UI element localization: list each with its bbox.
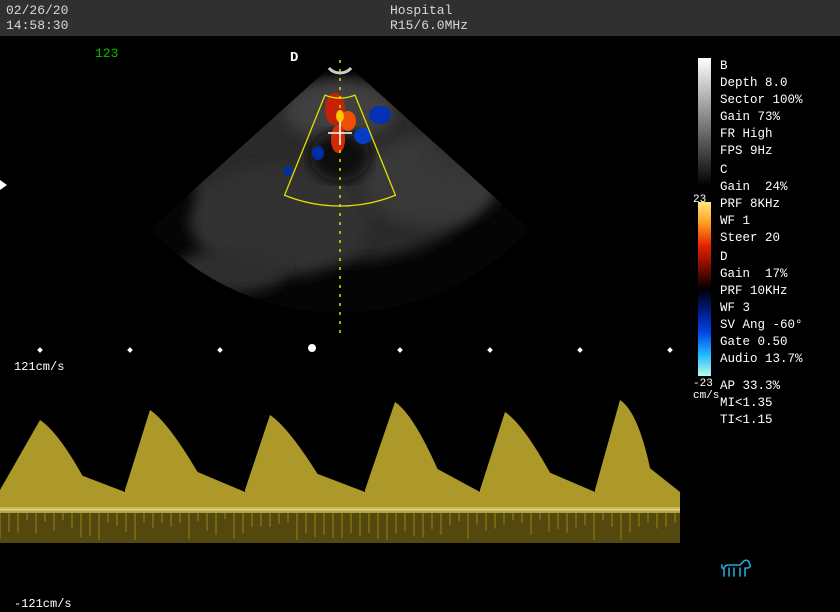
doppler-time-ticks: [0, 342, 680, 352]
param-gain-d: Gain 17%: [720, 266, 803, 283]
param-b-header: B: [720, 58, 803, 75]
probe-label: R15/6.0MHz: [390, 18, 468, 33]
param-prf-c: PRF 8KHz: [720, 196, 803, 213]
imaging-area: 123 D 121cm/s -121cm/s 23 -23cm/s B Dept…: [0, 36, 840, 610]
header-datetime: 02/26/20 14:58:30: [6, 3, 68, 33]
param-d-header: D: [720, 249, 803, 266]
parameter-column: 23 -23cm/s B Depth 8.0 Sector 100% Gain …: [690, 36, 840, 610]
param-sector: Sector 100%: [720, 92, 803, 109]
param-c-header: C: [720, 162, 803, 179]
color-scale-max: 23: [693, 194, 706, 206]
bmode-sector-image: [80, 51, 600, 341]
header-bar: 02/26/20 14:58:30 Hospital R15/6.0MHz: [0, 0, 840, 36]
velocity-min-label: -121cm/s: [14, 597, 72, 611]
d-mode-params: D Gain 17% PRF 10KHz WF 3 SV Ang -60° Ga…: [720, 249, 803, 368]
param-audio: Audio 13.7%: [720, 351, 803, 368]
date-label: 02/26/20: [6, 3, 68, 18]
param-mi: MI<1.35: [720, 395, 803, 412]
param-fr: FR High: [720, 126, 803, 143]
param-prf-d: PRF 10KHz: [720, 283, 803, 300]
param-gate: Gate 0.50: [720, 334, 803, 351]
param-wf-d: WF 3: [720, 300, 803, 317]
param-gain-c: Gain 24%: [720, 179, 803, 196]
hospital-label: Hospital: [390, 3, 468, 18]
color-scale-min: -23cm/s: [693, 378, 719, 402]
animal-dog-icon: [720, 556, 754, 582]
time-label: 14:58:30: [6, 18, 68, 33]
param-svang: SV Ang -60°: [720, 317, 803, 334]
param-fps: FPS 9Hz: [720, 143, 803, 160]
header-center: Hospital R15/6.0MHz: [390, 3, 468, 33]
param-steer: Steer 20: [720, 230, 803, 247]
doppler-spectral-panel: 121cm/s -121cm/s: [0, 342, 680, 612]
param-ti: TI<1.15: [720, 412, 803, 429]
b-mode-params: B Depth 8.0 Sector 100% Gain 73% FR High…: [720, 58, 803, 160]
param-wf-c: WF 1: [720, 213, 803, 230]
param-depth: Depth 8.0: [720, 75, 803, 92]
parameter-list: B Depth 8.0 Sector 100% Gain 73% FR High…: [720, 58, 803, 431]
c-mode-params: C Gain 24% PRF 8KHz WF 1 Steer 20: [720, 162, 803, 247]
doppler-waveform: [0, 362, 680, 592]
param-gain-b: Gain 73%: [720, 109, 803, 126]
left-orientation-marker: [0, 180, 7, 190]
param-ap: AP 33.3%: [720, 378, 803, 395]
color-doppler-bar: [698, 202, 711, 376]
grayscale-bar: [698, 58, 711, 186]
system-params: AP 33.3% MI<1.35 TI<1.15: [720, 378, 803, 429]
